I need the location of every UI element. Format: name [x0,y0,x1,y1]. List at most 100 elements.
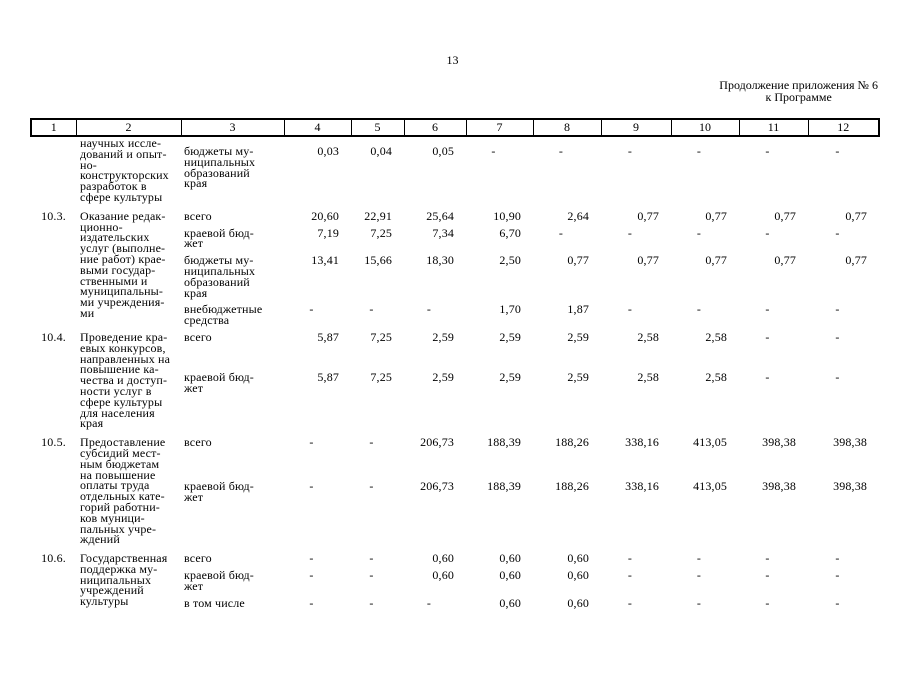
table-row: внебюджетные средства - - - 1,70 1,87 - - - - [31,303,879,331]
amount-cell: 18,30 [426,253,454,268]
amount-cell: 0,77 [567,253,589,268]
table-body: научных иссле- дований и опыт- но- конст… [31,136,879,614]
amount-cell: - [696,144,702,158]
amount-cell: 5,87 [317,369,339,384]
amount-cell: 7,25 [370,225,392,240]
amount-cell: - [696,568,702,583]
table-row: краевой бюд- жет - - 206,73 188,39 188,26 338,… [31,480,879,552]
amount-cell: 0,77 [637,208,659,223]
amount-cell: - [558,144,564,158]
amount-cell: 2,59 [499,329,521,344]
item-number-cell: 10.6. [41,551,66,566]
amount-cell: - [835,144,840,158]
amount-cell: 0,77 [774,208,796,223]
table-row: научных иссле- дований и опыт- но- конст… [31,136,879,210]
amount-cell: 2,58 [637,329,659,344]
amount-cell: 7,25 [370,329,392,344]
amount-cell: 10,90 [493,208,521,223]
column-header-cell: 6 [403,118,467,137]
amount-cell: 0,03 [317,144,339,158]
funding-source-cell: краевой бюд- жет [184,225,254,251]
column-header-cell: 10 [670,118,740,137]
amount-cell: - [765,225,770,240]
amount-cell: 20,60 [311,208,339,223]
amount-cell: - [426,596,432,611]
amount-cell: 0,77 [845,253,867,268]
amount-cell: 0,77 [705,208,727,223]
column-header-cell: 12 [807,118,880,137]
amount-cell: 413,05 [693,479,727,493]
amount-cell: - [426,302,432,317]
amount-cell: 0,77 [705,253,727,268]
amount-cell: - [696,551,702,566]
amount-cell: - [627,144,633,158]
table-row: 10.4. Проведение кра- евых конкурсов, нап… [31,329,879,429]
funding-source-cell: всего [184,551,212,566]
amount-cell: 0,60 [499,596,521,611]
column-header-cell: 9 [600,118,672,137]
appendix-note-line2: к Программе [765,90,832,104]
amount-cell: 398,38 [762,435,796,450]
amount-cell: 188,39 [487,435,521,450]
amount-cell: - [627,302,633,317]
amount-cell: 5,87 [317,329,339,344]
amount-cell: - [765,144,770,158]
amount-cell: 0,04 [370,144,392,158]
amount-cell: - [765,329,770,344]
amount-cell: 22,91 [364,208,392,223]
page-number: 13 [446,53,459,67]
amount-cell: 188,39 [487,479,521,493]
amount-cell: 2,58 [705,369,727,384]
amount-cell: - [309,551,314,566]
table-header-row: 1 2 3 4 5 6 7 8 9 10 11 12 [30,118,880,137]
amount-cell: - [835,302,840,317]
amount-cell: 188,26 [555,435,589,450]
amount-cell: 13,41 [311,253,339,268]
funding-source-cell: краевой бюд- жет [184,479,254,504]
amount-cell: - [369,479,374,493]
funding-source-cell: всего [184,329,212,344]
funding-source-cell: краевой бюд- жет [184,369,254,395]
table-row: краевой бюд- жет 5,87 7,25 2,59 2,59 2,59 2,58… [31,371,879,436]
amount-cell: 7,25 [370,369,392,384]
column-header-cell: 1 [30,118,77,137]
column-header-cell: 4 [283,118,352,137]
amount-cell: - [627,568,633,583]
item-number-cell: 10.4. [41,329,66,344]
amount-cell: - [369,302,374,317]
column-header-cell: 5 [350,118,405,137]
amount-cell: 2,58 [637,369,659,384]
column-header-cell: 7 [465,118,534,137]
funding-source-cell: в том числе [184,596,245,611]
amount-cell: 2,59 [432,329,454,344]
amount-cell: 0,60 [567,596,589,611]
amount-cell: 398,38 [762,479,796,493]
amount-cell: - [627,551,633,566]
amount-cell: - [369,568,374,583]
amount-cell: - [369,596,374,611]
amount-cell: 0,77 [637,253,659,268]
amount-cell: 0,60 [567,551,589,566]
amount-cell: 15,66 [364,253,392,268]
amount-cell: 2,64 [567,208,589,223]
amount-cell: 2,59 [499,369,521,384]
amount-cell: - [627,596,633,611]
amount-cell: - [369,551,374,566]
amount-cell: - [369,435,374,450]
amount-cell: - [696,596,702,611]
amount-cell: - [627,225,633,240]
column-header-cell: 11 [738,118,809,137]
amount-cell: - [309,435,314,450]
table-row: краевой бюд- жет - - 0,60 0,60 0,60 - - - - [31,569,879,597]
amount-cell: - [309,479,314,493]
column-header-cell: 2 [75,118,182,137]
amount-cell: - [309,568,314,583]
table-row: краевой бюд- жет 7,19 7,25 7,34 6,70 - - - - - [31,227,879,255]
appendix-note-line1: Продолжение приложения № 6 [719,78,878,92]
funding-source-cell: всего [184,208,212,223]
amount-cell: 0,77 [845,208,867,223]
column-header-cell: 8 [532,118,602,137]
amount-cell: - [765,369,770,384]
amount-cell: - [765,302,770,317]
amount-cell: - [835,596,840,611]
